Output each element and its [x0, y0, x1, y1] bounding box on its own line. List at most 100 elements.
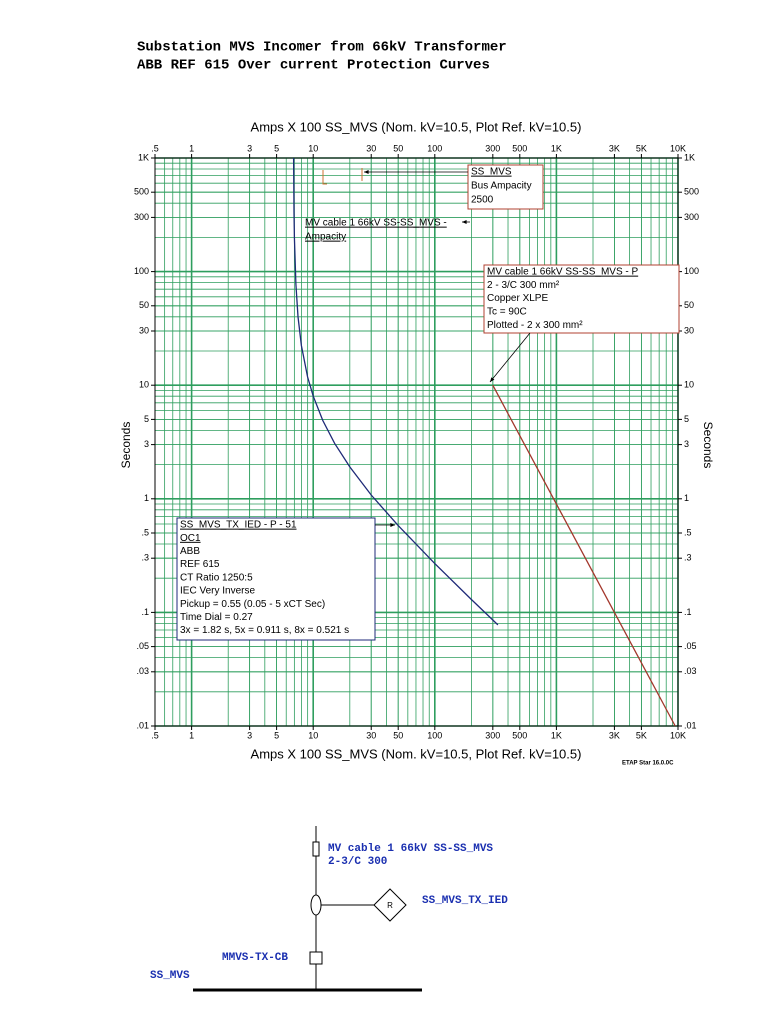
header-line: Substation MVS Incomer from 66kV Transfo…	[137, 40, 507, 56]
x-tick-label: 1	[189, 143, 194, 153]
x-tick-label: 10	[308, 143, 318, 153]
arrow-head	[390, 523, 395, 527]
ct-symbol	[310, 894, 322, 916]
arrow-head	[490, 377, 495, 382]
y-tick-label: 50	[139, 300, 149, 310]
x-tick-label: 100	[427, 730, 442, 740]
curve	[292, 157, 499, 626]
arrow-head	[364, 170, 369, 174]
callout-text: SS_MVS	[471, 167, 512, 178]
x-tick-label: 5	[274, 730, 279, 740]
callout-text: 2 - 3/C 300 mm²	[487, 280, 560, 291]
y-tick-label: 10	[139, 380, 149, 390]
y-tick-label: 30	[139, 325, 149, 335]
x-tick-label: 3	[247, 730, 252, 740]
x-tick-label: 50	[393, 730, 403, 740]
y-tick-label: .1	[684, 607, 692, 617]
relay-symbol	[373, 888, 407, 922]
callout-text: Plotted - 2 x 300 mm²	[487, 320, 583, 331]
y-tick-label: 500	[134, 187, 149, 197]
y-tick-label: 3	[684, 439, 689, 449]
y-tick-label: 100	[134, 266, 149, 276]
y-tick-label: .03	[684, 666, 697, 676]
x-tick-label: 1K	[551, 730, 562, 740]
relay-label: SS_MVS_TX_IED	[422, 895, 508, 907]
y-tick-label: .05	[684, 641, 697, 651]
cable-label: MV cable 1 66kV SS-SS_MVS	[328, 843, 493, 855]
y-tick-label: 1K	[684, 152, 695, 162]
callout-text: Copper XLPE	[487, 293, 548, 304]
callout-text: Time Dial = 0.27	[180, 612, 253, 623]
callout-text: MV cable 1 66kV SS-SS_MVS -	[305, 218, 447, 229]
x-tick-label: 300	[485, 730, 500, 740]
y-tick-label: 1	[684, 493, 689, 503]
x-tick-label: 3K	[609, 730, 620, 740]
callout-text: MV cable 1 66kV SS-SS_MVS - P	[487, 267, 639, 278]
y-tick-label: 10	[684, 380, 694, 390]
y-tick-label: 5	[144, 414, 149, 424]
y-tick-label: .01	[684, 720, 697, 730]
x-tick-label: 50	[393, 143, 403, 153]
y-axis-label: Seconds	[119, 422, 133, 469]
callout-box	[467, 164, 544, 210]
x-tick-label: 500	[512, 730, 527, 740]
y-tick-label: 50	[684, 300, 694, 310]
callout-text: Tc = 90C	[487, 307, 527, 318]
breaker-label: MMVS-TX-CB	[222, 952, 288, 964]
arrow-head	[462, 220, 467, 224]
plot-frame	[154, 157, 679, 727]
y-tick-label: 100	[684, 266, 699, 276]
x-tick-label: 5	[274, 143, 279, 153]
y-tick-label: 5	[684, 414, 689, 424]
callout-text: Pickup = 0.55 (0.05 - 5 xCT Sec)	[180, 599, 325, 610]
cable-symbol	[312, 841, 320, 857]
y-tick-label: .1	[141, 607, 149, 617]
y-tick-label: 500	[684, 187, 699, 197]
callout-text: 3x = 1.82 s, 5x = 0.911 s, 8x = 0.521 s	[180, 625, 349, 636]
callout-text: Bus Ampacity	[471, 181, 532, 192]
x-tick-label: 100	[427, 143, 442, 153]
one-line-diagram	[193, 826, 422, 992]
y-tick-label: .05	[136, 641, 149, 651]
x-tick-label: 3K	[609, 143, 620, 153]
y-tick-label: .5	[141, 527, 149, 537]
breaker-symbol	[309, 951, 323, 965]
x-axis-label: Amps X 100 SS_MVS (Nom. kV=10.5, Plot Re…	[251, 119, 582, 134]
callout-text: ABB	[180, 546, 200, 557]
y-tick-label: .3	[141, 553, 149, 563]
x-tick-label: 10	[308, 730, 318, 740]
grid	[154, 157, 679, 727]
y-tick-label: .01	[136, 720, 149, 730]
relay-symbol-label: R	[387, 901, 393, 910]
bus-label: SS_MVS	[150, 970, 190, 982]
callout-text: IEC Very Inverse	[180, 586, 255, 597]
y-tick-label: .5	[684, 527, 692, 537]
y-tick-label: 300	[134, 212, 149, 222]
callout-box	[483, 264, 680, 334]
x-tick-label: 1K	[551, 143, 562, 153]
y-tick-label: 1K	[138, 152, 149, 162]
x-tick-label: 300	[485, 143, 500, 153]
callout-text: SS_MVS_TX_IED - P - 51	[180, 520, 297, 531]
callout-text: OC1	[180, 533, 201, 544]
marker	[322, 170, 327, 185]
curve	[492, 384, 676, 727]
x-tick-label: 3	[247, 143, 252, 153]
callout-box	[176, 517, 376, 641]
x-tick-label: .5	[151, 730, 159, 740]
x-tick-label: 1	[189, 730, 194, 740]
y-tick-label: 30	[684, 325, 694, 335]
y-tick-label: .03	[136, 666, 149, 676]
callout-arrow	[489, 332, 531, 383]
x-tick-label: .5	[151, 143, 159, 153]
x-tick-label: 10K	[670, 143, 686, 153]
y-tick-label: 300	[684, 212, 699, 222]
callout-text: Ampacity	[305, 232, 346, 243]
y-axis-label: Seconds	[701, 422, 715, 469]
x-tick-label: 30	[366, 143, 376, 153]
y-tick-label: 3	[144, 439, 149, 449]
x-tick-label: 5K	[636, 730, 647, 740]
x-tick-label: 30	[366, 730, 376, 740]
x-axis-label: Amps X 100 SS_MVS (Nom. kV=10.5, Plot Re…	[251, 746, 582, 761]
y-tick-label: .3	[684, 553, 692, 563]
